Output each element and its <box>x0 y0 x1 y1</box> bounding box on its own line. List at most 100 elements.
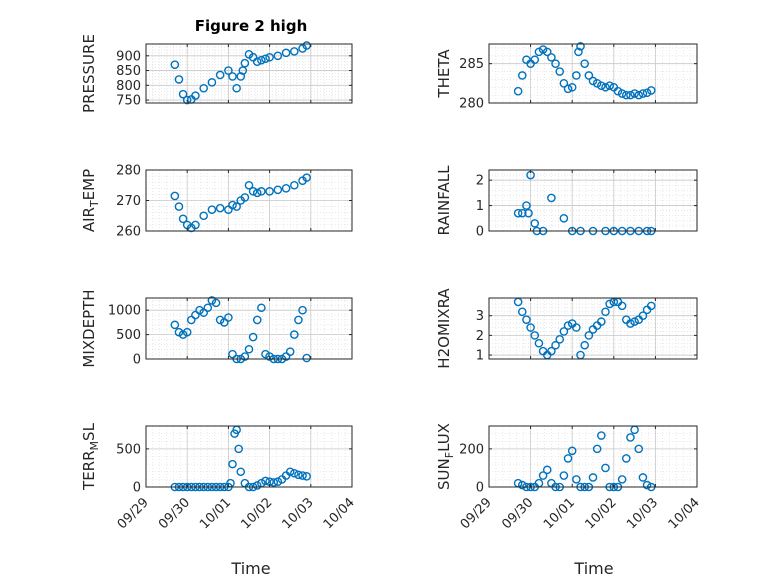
data-point <box>302 472 311 481</box>
data-point <box>178 89 188 99</box>
data-point <box>252 481 262 490</box>
data-point <box>290 47 299 56</box>
y-axis-label: MIXDEPTH <box>80 289 98 367</box>
data-point <box>302 173 311 182</box>
data-point <box>236 467 246 477</box>
data-point <box>294 470 303 480</box>
y-tick-label: 2 <box>476 329 484 344</box>
data-point <box>290 180 299 190</box>
data-point <box>638 311 648 321</box>
data-point <box>273 51 283 61</box>
y-tick-label: 0 <box>476 481 484 496</box>
data-point <box>563 84 573 94</box>
data-point <box>248 187 258 196</box>
y-axis-label: RAINFALL <box>435 165 453 236</box>
axes-box <box>488 43 698 104</box>
data-point <box>191 310 200 320</box>
data-point <box>240 58 250 68</box>
data-point <box>542 47 552 57</box>
axes-box <box>145 297 353 360</box>
data-point <box>547 193 556 203</box>
data-point <box>174 202 184 211</box>
data-point <box>524 208 533 218</box>
data-point <box>298 471 307 480</box>
data-point <box>592 79 602 88</box>
data-point <box>605 81 614 90</box>
y-tick-label: 280 <box>116 164 141 179</box>
data-point <box>517 71 527 80</box>
y-axis-label: SUNFLUX <box>435 423 456 490</box>
subplot-3: 0 1 2 RAINFALL <box>435 165 698 240</box>
data-point <box>261 476 270 486</box>
data-point <box>238 66 248 75</box>
data-point <box>597 317 606 326</box>
data-point <box>626 433 635 442</box>
data-point <box>170 191 180 201</box>
data-point <box>232 83 241 93</box>
data-point <box>601 463 610 473</box>
data-point <box>574 47 583 57</box>
axes-box <box>145 425 353 488</box>
data-point <box>517 307 527 317</box>
data-point <box>228 72 237 81</box>
y-axis-label: TERRMSL <box>80 422 101 491</box>
data-point <box>269 478 279 487</box>
data-point <box>219 318 229 327</box>
data-point <box>567 82 577 92</box>
data-point <box>191 220 200 230</box>
data-point <box>203 303 213 313</box>
data-point <box>621 90 631 100</box>
data-point <box>646 86 656 95</box>
data-point <box>273 477 283 486</box>
data-point <box>634 444 644 454</box>
data-point <box>605 299 614 309</box>
data-point <box>642 480 652 490</box>
y-tick-label: 3 <box>476 309 484 324</box>
data-point <box>547 346 556 356</box>
data-point <box>228 349 237 359</box>
data-point <box>597 81 606 90</box>
data-point <box>572 475 581 484</box>
data-point <box>551 340 560 350</box>
data-point <box>563 454 573 463</box>
data-point <box>302 353 311 363</box>
data-point <box>634 90 644 100</box>
data-point <box>281 183 291 193</box>
subplot-1: 280 285 THETA <box>435 42 698 112</box>
axes-box <box>488 297 698 360</box>
data-point <box>522 201 531 210</box>
data-point <box>542 465 552 475</box>
y-axis-label: PRESSURE <box>80 34 98 113</box>
y-axis-label: H2OMIXRA <box>435 288 453 369</box>
data-point <box>530 331 540 340</box>
data-point <box>601 307 610 317</box>
data-point <box>626 319 635 328</box>
data-point <box>517 480 527 490</box>
data-point <box>642 88 652 98</box>
data-point <box>534 47 544 57</box>
data-point <box>240 193 250 202</box>
data-point <box>273 185 283 195</box>
data-point <box>290 330 299 339</box>
data-point <box>182 327 192 337</box>
data-point <box>576 42 585 51</box>
data-point <box>302 41 311 50</box>
data-point <box>281 352 291 361</box>
y-axis-label: THETA <box>435 49 453 99</box>
data-point <box>257 187 266 196</box>
data-point <box>244 180 254 190</box>
data-point <box>563 321 573 330</box>
subplot-2: 260 270 280 AIRTEMP <box>80 164 353 240</box>
data-point <box>199 211 208 221</box>
y-tick-label: 270 <box>116 194 141 209</box>
data-point <box>178 214 188 224</box>
data-point <box>638 473 648 482</box>
data-point <box>551 59 560 68</box>
axes-box <box>488 169 698 232</box>
data-point <box>234 444 243 454</box>
data-point <box>555 335 565 344</box>
data-point <box>257 55 266 65</box>
y-tick-label: 0 <box>133 353 141 368</box>
y-tick-label: 200 <box>459 442 484 457</box>
data-point <box>630 89 639 98</box>
